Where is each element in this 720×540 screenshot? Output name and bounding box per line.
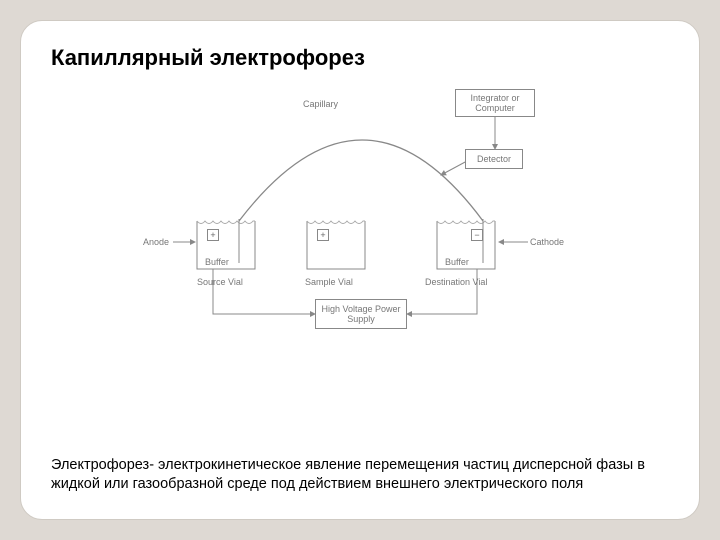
source-vial-label: Source Vial: [197, 277, 243, 287]
anode-sign: +: [207, 229, 219, 241]
slide: Капиллярный электрофорез Integrator or C…: [20, 20, 700, 520]
slide-title: Капиллярный электрофорез: [51, 45, 669, 71]
diagram: Integrator or Computer Detector High Vol…: [125, 89, 595, 359]
anode-label: Anode: [143, 237, 169, 247]
hv-label: High Voltage Power Supply: [316, 304, 406, 325]
buffer-right-label: Buffer: [445, 257, 469, 267]
buffer-left-label: Buffer: [205, 257, 229, 267]
capillary-label: Capillary: [303, 99, 338, 109]
hv-supply-box: High Voltage Power Supply: [315, 299, 407, 329]
destination-vial-label: Destination Vial: [425, 277, 487, 287]
sample-vial-label: Sample Vial: [305, 277, 353, 287]
integrator-label: Integrator or Computer: [456, 93, 534, 114]
integrator-box: Integrator or Computer: [455, 89, 535, 117]
cathode-sign: −: [471, 229, 483, 241]
detector-box: Detector: [465, 149, 523, 169]
cathode-label: Cathode: [530, 237, 564, 247]
figure-wrap: Integrator or Computer Detector High Vol…: [51, 89, 669, 359]
sample-vial: [305, 219, 367, 269]
sample-sign: +: [317, 229, 329, 241]
detector-label: Detector: [477, 154, 511, 164]
slide-caption: Электрофорез- электрокинетическое явлени…: [51, 456, 669, 495]
